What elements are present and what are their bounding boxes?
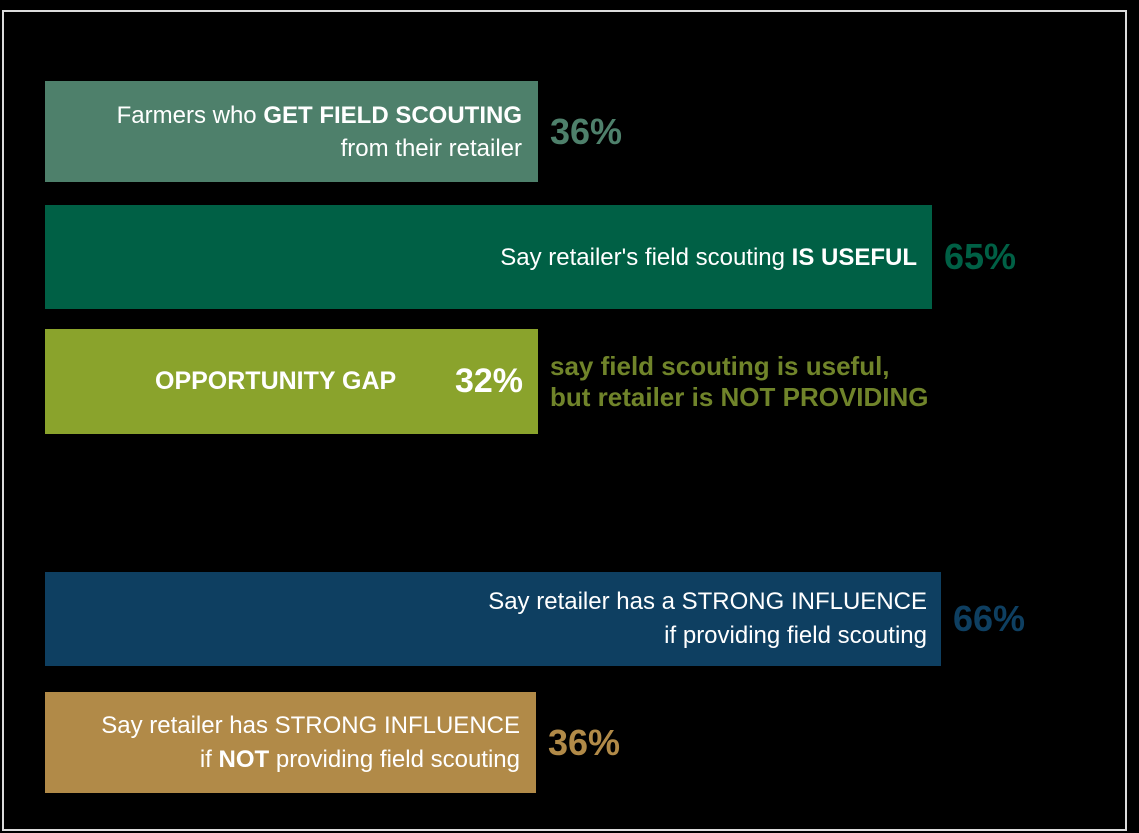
note-line: but retailer is NOT PROVIDING: [550, 381, 929, 412]
value-label-influence-providing: 66%: [953, 598, 1026, 639]
note-line: say field scouting is useful,: [550, 350, 890, 381]
value-label-is-useful: 65%: [944, 236, 1017, 277]
bar-opportunity-gap: OPPORTUNITY GAP 32%: [45, 329, 538, 434]
opportunity-gap-note: say field scouting is useful, but retail…: [550, 329, 929, 434]
bar-label-bold: IS USEFUL: [791, 243, 917, 271]
opportunity-gap-value: 32%: [454, 362, 523, 400]
bar-label-line: if NOT providing field scouting: [200, 743, 520, 777]
bar-label-bold: NOT: [218, 745, 270, 773]
opportunity-gap-title: OPPORTUNITY GAP: [155, 367, 397, 395]
bar-scouting-is-useful: Say retailer's field scouting IS USEFUL: [45, 205, 932, 309]
bar-label-line: Farmers who GET FIELD SCOUTING: [117, 99, 522, 132]
bar-label-line: Say retailer's field scouting IS USEFUL: [500, 241, 917, 274]
bar-label-line: Say retailer has STRONG INFLUENCE: [101, 711, 520, 739]
bar-strong-influence-providing: Say retailer has a STRONG INFLUENCE if p…: [45, 572, 941, 666]
bar-label-regular: providing field scouting: [269, 745, 520, 773]
bar-label-regular: Farmers who: [116, 101, 264, 129]
value-label-influence-not-providing: 36%: [548, 721, 621, 763]
bar-label-line: from their retailer: [340, 134, 522, 162]
value-label-get-scouting: 36%: [550, 110, 623, 152]
bar-label-regular: Say retailer's field scouting: [500, 243, 792, 271]
bar-label-bold: GET FIELD SCOUTING: [263, 101, 522, 129]
bar-farmers-get-scouting: Farmers who GET FIELD SCOUTING from thei…: [45, 81, 538, 182]
slide-frame: [2, 10, 1127, 831]
bar-label-line: Say retailer has a STRONG INFLUENCE: [488, 588, 927, 615]
bar-label-line: if providing field scouting: [664, 622, 927, 649]
bar-label-regular: if: [199, 745, 219, 773]
bar-strong-influence-not-providing: Say retailer has STRONG INFLUENCE if NOT…: [45, 692, 536, 793]
